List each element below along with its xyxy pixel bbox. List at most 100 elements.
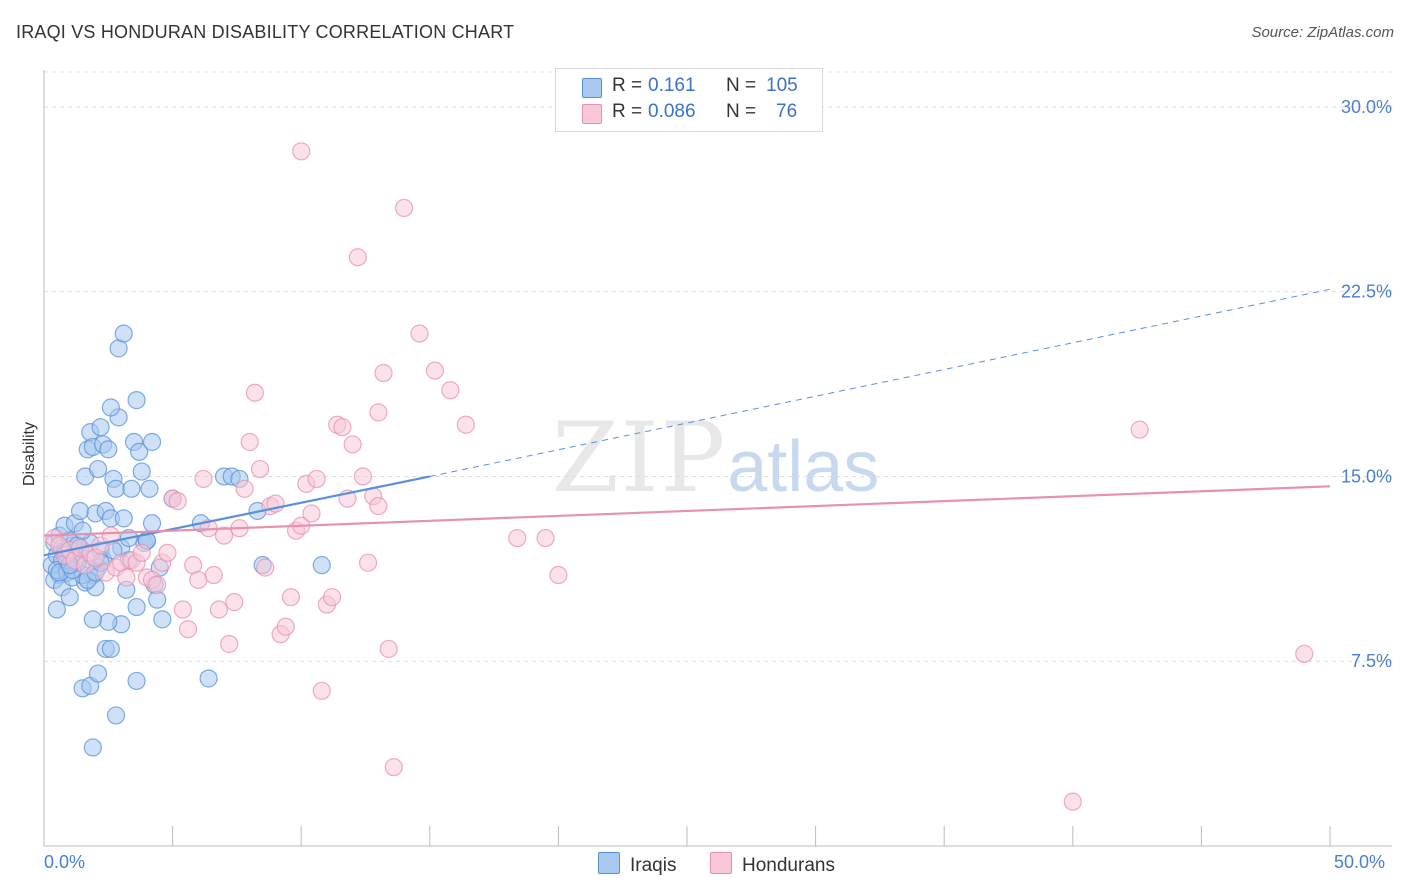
point-hondurans [189,570,208,590]
bottom-legend-swatch-hondurans [710,852,732,874]
legend-n-value: 105 [766,75,798,96]
point-hondurans [549,565,568,585]
point-hondurans [343,435,362,454]
point-iraqis [91,418,110,437]
point-hondurans [369,403,388,422]
legend-row-hondurans: R = 0.086 N = 76 [556,101,822,127]
point-hondurans [117,568,136,587]
point-iraqis [106,479,126,498]
watermark-zip: ZIP [552,402,728,514]
correlation-legend: R = 0.161 N = 105 R = 0.086 N = 76 [555,68,823,132]
point-hondurans [225,593,244,612]
y-tick-label: 15.0% [1341,466,1392,486]
point-iraqis [140,479,159,498]
point-iraqis [127,391,146,410]
point-iraqis [88,459,108,479]
point-hondurans [178,620,198,639]
legend-swatch-hondurans [582,104,602,124]
point-hondurans [245,383,265,402]
point-hondurans [214,526,234,545]
point-hondurans [307,469,326,489]
point-iraqis [99,612,118,631]
point-iraqis [106,706,126,725]
point-hondurans [394,198,414,218]
x-tick-max: 50.0% [1334,852,1386,872]
point-hondurans [281,588,301,607]
legend-r-value: 0.086 [648,101,696,122]
point-iraqis [70,501,90,521]
point-hondurans [322,588,342,607]
point-hondurans [410,324,429,343]
y-tick-label: 7.5% [1351,651,1392,671]
point-hondurans [348,248,367,267]
point-iraqis [60,588,79,607]
point-hondurans [358,553,378,572]
point-hondurans [132,543,151,562]
point-iraqis [88,664,108,683]
point-hondurans [250,459,270,479]
point-iraqis [101,639,120,659]
point-hondurans [148,575,167,594]
point-hondurans [508,528,527,548]
point-iraqis [114,324,133,343]
bottom-legend-iraqis[interactable]: Iraqis [598,852,676,877]
chart-title: IRAQI VS HONDURAN DISABILITY CORRELATION… [16,22,515,42]
bottom-legend-label-hondurans: Hondurans [742,855,835,876]
point-hondurans [256,558,275,577]
point-hondurans [384,758,403,777]
point-hondurans [1130,420,1149,439]
y-tick-label: 22.5% [1341,282,1392,302]
trendline-iraqis [43,475,431,557]
point-hondurans [220,634,239,654]
point-hondurans [302,504,321,523]
legend-n-value: 76 [776,101,798,122]
point-hondurans [369,496,388,516]
point-iraqis [83,610,102,629]
point-iraqis [99,440,118,459]
point-hondurans [158,543,177,562]
source-label: Source: ZipAtlas.com [1251,24,1394,41]
legend-r-value: 0.161 [648,75,696,96]
point-hondurans [240,432,259,452]
legend-n-label: N = [726,101,757,122]
point-iraqis [142,432,162,452]
y-axis-label: Disability [21,422,38,487]
legend-swatch-iraqis [582,78,602,98]
point-iraqis [101,398,120,417]
point-hondurans [456,415,475,434]
point-hondurans [292,142,311,161]
point-hondurans [374,363,393,383]
point-iraqis [127,671,146,691]
point-hondurans [194,469,213,489]
point-hondurans [204,565,223,585]
legend-n-label: N = [726,75,757,96]
point-iraqis [130,442,149,461]
point-iraqis [47,600,66,619]
point-iraqis [114,509,133,528]
point-hondurans [379,639,398,659]
point-iraqis [132,462,151,481]
bottom-legend-label-iraqis: Iraqis [630,855,677,876]
point-iraqis [199,669,218,688]
point-hondurans [425,361,445,380]
watermark-atlas: atlas [727,427,880,507]
point-hondurans [235,479,254,498]
point-hondurans [312,681,331,700]
legend-r-label: R = [612,75,643,96]
point-hondurans [276,617,295,636]
point-iraqis [142,514,162,533]
point-hondurans [168,492,187,511]
point-hondurans [441,381,460,400]
trendline-extension-iraqis [429,288,1331,477]
point-hondurans [209,600,228,619]
bottom-legend-hondurans[interactable]: Hondurans [710,852,835,877]
point-iraqis [83,738,102,757]
point-hondurans [536,528,555,548]
legend-row-iraqis: R = 0.161 N = 105 [556,75,822,101]
point-iraqis [312,556,331,575]
point-iraqis [122,479,141,498]
point-iraqis [153,610,172,629]
trendline-hondurans [43,485,1331,537]
point-hondurans [1063,792,1082,811]
x-tick-min: 0.0% [44,852,86,872]
